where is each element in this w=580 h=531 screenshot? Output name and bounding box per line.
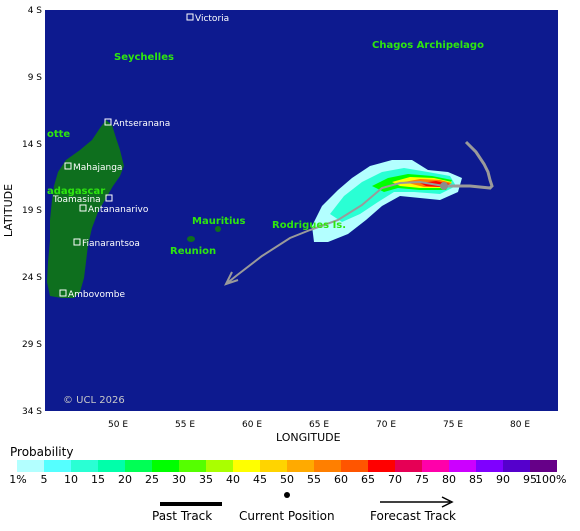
city-label: Toamasina <box>52 195 101 205</box>
city-label: Ambovombe <box>68 290 125 300</box>
latitude-tick-label: 9 S <box>28 73 43 83</box>
colorbar-tick-label: 30 <box>172 473 186 486</box>
latitude-tick-label: 19 S <box>22 206 42 216</box>
colorbar-segment <box>395 460 422 472</box>
colorbar-tick-label: 100% <box>535 473 567 486</box>
ocean-area <box>45 10 558 411</box>
colorbar-segment <box>71 460 98 472</box>
colorbar-tick-label: 65 <box>361 473 375 486</box>
colorbar-tick-label: 35 <box>199 473 213 486</box>
colorbar-segment <box>179 460 206 472</box>
city-label: Mahajanga <box>73 163 122 173</box>
probability-colorbar <box>17 460 557 472</box>
past-track-legend-line <box>160 502 222 506</box>
colorbar-tick-label: 80 <box>442 473 456 486</box>
mauritius-island <box>215 226 221 232</box>
latitude-tick-label: 24 S <box>22 273 42 283</box>
city-marker <box>79 204 87 212</box>
colorbar-tick-label: 90 <box>496 473 510 486</box>
colorbar-segment <box>287 460 314 472</box>
y-axis-title: LATITUDE <box>2 183 16 238</box>
colorbar-segment <box>341 460 368 472</box>
colorbar-tick-label: 70 <box>388 473 402 486</box>
forecast-arrow-head <box>224 271 239 286</box>
colorbar-tick-label: 40 <box>226 473 240 486</box>
colorbar-segment <box>449 460 476 472</box>
longitude-tick-label: 60 E <box>242 420 262 430</box>
current-position-legend-label: Current Position <box>239 509 335 523</box>
colorbar-segment <box>44 460 71 472</box>
city-marker <box>64 162 72 170</box>
colorbar-tick-label: 75 <box>415 473 429 486</box>
region-label: Seychelles <box>114 52 174 63</box>
city-marker <box>104 118 112 126</box>
colorbar-tick-label: 85 <box>469 473 483 486</box>
city-marker <box>105 194 113 202</box>
region-label: Rodrigues Is. <box>272 220 346 231</box>
colorbar-tick-label: 15 <box>91 473 105 486</box>
region-label: Reunion <box>170 246 216 257</box>
latitude-tick-label: 14 S <box>22 140 42 150</box>
colorbar-segment <box>17 460 44 472</box>
colorbar-segment <box>233 460 260 472</box>
legend-title: Probability <box>10 445 74 459</box>
colorbar-tick-label: 95 <box>523 473 537 486</box>
city-label: Antseranana <box>113 119 170 129</box>
colorbar-tick-label: 20 <box>118 473 132 486</box>
city-marker <box>73 238 81 246</box>
colorbar-segment <box>152 460 179 472</box>
colorbar-tick-label: 45 <box>253 473 267 486</box>
colorbar-tick-label: 5 <box>40 473 48 486</box>
longitude-tick-label: 65 E <box>309 420 329 430</box>
colorbar-labels: 1% 5 10 15 20 25 30 35 40 45 50 55 60 65 70 75 80 85 90 95 1… <box>0 473 580 487</box>
forecast-track-legend-label: Forecast Track <box>370 509 456 523</box>
colorbar-segment <box>368 460 395 472</box>
colorbar-segment <box>125 460 152 472</box>
x-axis-title: LONGITUDE <box>276 431 341 444</box>
city-label: Fianarantsoa <box>82 239 140 249</box>
latitude-tick-label: 29 S <box>22 340 42 350</box>
current-position-legend-dot <box>284 492 290 498</box>
past-track-line <box>444 140 494 190</box>
city-label: Antananarivo <box>88 205 149 215</box>
colorbar-tick-label: 1% <box>9 473 27 486</box>
colorbar-tick-label: 25 <box>145 473 159 486</box>
region-label: Chagos Archipelago <box>372 40 484 51</box>
longitude-tick-label: 55 E <box>175 420 195 430</box>
longitude-tick-label: 80 E <box>510 420 530 430</box>
longitude-tick-label: 70 E <box>376 420 396 430</box>
region-label: Mauritius <box>192 216 246 227</box>
longitude-tick-label: 75 E <box>443 420 463 430</box>
city-marker <box>186 13 194 21</box>
colorbar-segment <box>503 460 530 472</box>
region-label: adagascar <box>47 186 105 197</box>
colorbar-segment <box>206 460 233 472</box>
colorbar-segment <box>530 460 557 472</box>
latitude-tick-label: 4 S <box>28 6 43 16</box>
longitude-tick-label: 50 E <box>108 420 128 430</box>
past-track-legend-label: Past Track <box>152 509 213 523</box>
colorbar-tick-label: 55 <box>307 473 321 486</box>
city-label: Victoria <box>195 14 229 24</box>
city-marker <box>59 289 67 297</box>
latitude-tick-label: 34 S <box>22 407 42 417</box>
colorbar-tick-label: 10 <box>64 473 78 486</box>
colorbar-tick-label: 50 <box>280 473 294 486</box>
region-label: otte <box>47 129 70 140</box>
current-position-marker <box>440 182 448 190</box>
copyright-label: © UCL 2026 <box>63 395 125 406</box>
colorbar-tick-label: 60 <box>334 473 348 486</box>
colorbar-segment <box>314 460 341 472</box>
forecast-track-line <box>225 180 445 285</box>
colorbar-segment <box>98 460 125 472</box>
reunion-island <box>187 236 195 242</box>
colorbar-segment <box>476 460 503 472</box>
colorbar-segment <box>422 460 449 472</box>
forecast-track-legend-arrow <box>380 496 454 508</box>
colorbar-segment <box>260 460 287 472</box>
